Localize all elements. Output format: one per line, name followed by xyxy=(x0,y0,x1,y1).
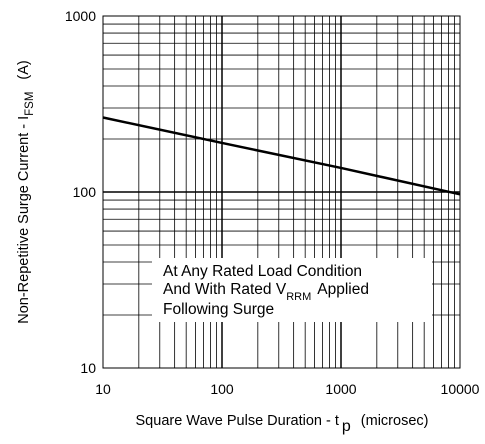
x-tick-label: 100 xyxy=(210,381,234,397)
annotation-line-3: Following Surge xyxy=(163,301,274,318)
y-tick-label: 1000 xyxy=(65,8,96,24)
x-tick-label: 10 xyxy=(95,381,111,397)
plot-area-border xyxy=(102,15,461,369)
tick-labels: 10 100 1000 10000 10 100 1000 xyxy=(65,8,480,397)
series-layer xyxy=(102,116,461,196)
series-line-0 xyxy=(102,116,461,196)
annotation-line-2: And With Rated VRRM Applied xyxy=(163,281,369,303)
x-tick-label: 1000 xyxy=(325,381,356,397)
annotation-line-1: At Any Rated Load Condition xyxy=(163,263,362,280)
x-axis-label: Square Wave Pulse Duration - t p (microsec… xyxy=(136,413,429,435)
y-tick-label: 10 xyxy=(80,360,96,376)
y-tick-label: 100 xyxy=(73,184,97,200)
y-axis-label: Non-Repetitive Surge Current - IFSM(A) xyxy=(16,60,36,324)
x-tick-label: 10000 xyxy=(441,381,480,397)
annotation-box xyxy=(152,258,432,322)
